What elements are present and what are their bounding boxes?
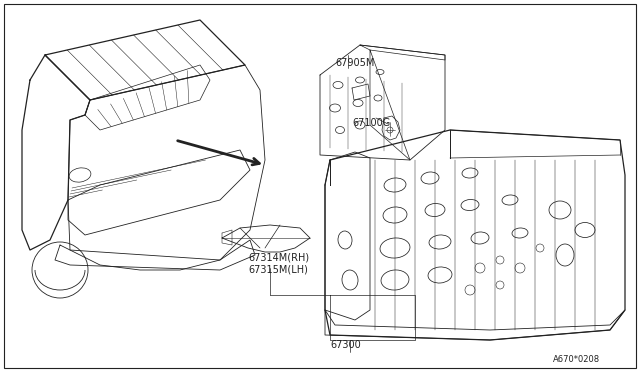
Text: 67905M: 67905M [335,58,374,68]
Text: 67300: 67300 [330,340,361,350]
Text: A670*0208: A670*0208 [553,355,600,364]
Text: 67314M(RH): 67314M(RH) [248,253,309,263]
Text: 67315M(LH): 67315M(LH) [248,265,308,275]
Text: 67100G: 67100G [352,118,390,128]
